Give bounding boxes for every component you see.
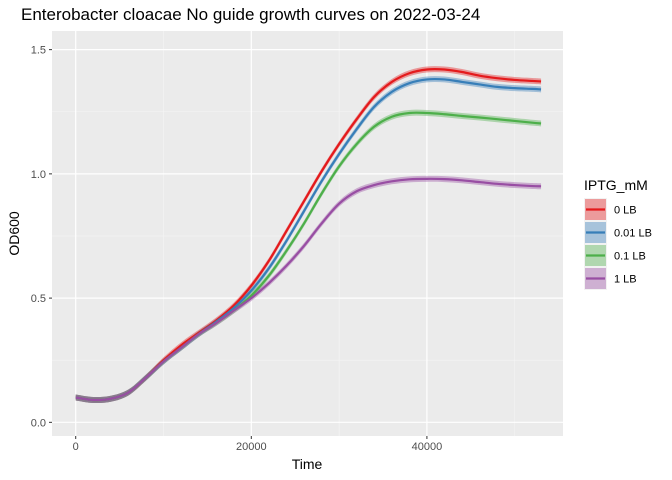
legend-item-0-01-lb: 0.01 LB xyxy=(584,221,652,244)
chart-title: Enterobacter cloacae No guide growth cur… xyxy=(21,5,480,24)
legend-title: IPTG_mM xyxy=(584,177,648,193)
x-axis-title: Time xyxy=(292,456,323,472)
x-tick-label: 20000 xyxy=(236,441,267,453)
legend-label: 0.01 LB xyxy=(614,228,652,240)
legend-item-1-lb: 1 LB xyxy=(584,267,637,290)
y-tick-label: 0.5 xyxy=(31,293,46,305)
y-tick-label: 1.0 xyxy=(31,169,46,181)
legend: IPTG_mM 0 LB 0.01 LB 0.1 LB 1 LB xyxy=(584,177,652,290)
legend-label: 0.1 LB xyxy=(614,251,646,263)
y-tick-label: 1.5 xyxy=(31,45,46,57)
y-axis-title: OD600 xyxy=(6,211,22,256)
x-tick-label: 40000 xyxy=(412,441,443,453)
y-tick-label: 0.0 xyxy=(31,417,46,429)
legend-items: 0 LB 0.01 LB 0.1 LB 1 LB xyxy=(584,198,652,290)
major-grid xyxy=(52,31,563,436)
legend-label: 1 LB xyxy=(614,274,637,286)
plot-panel xyxy=(52,31,563,436)
minor-grid xyxy=(52,31,563,436)
series-line-1-lb xyxy=(75,177,542,402)
x-axis: 0 20000 40000 xyxy=(73,436,443,453)
series-lines xyxy=(75,68,542,402)
y-axis: 0.0 0.5 1.0 1.5 xyxy=(31,45,52,429)
legend-item-0-lb: 0 LB xyxy=(584,198,637,221)
x-tick-label: 0 xyxy=(73,441,79,453)
legend-item-0-1-lb: 0.1 LB xyxy=(584,244,646,267)
legend-label: 0 LB xyxy=(614,205,637,217)
